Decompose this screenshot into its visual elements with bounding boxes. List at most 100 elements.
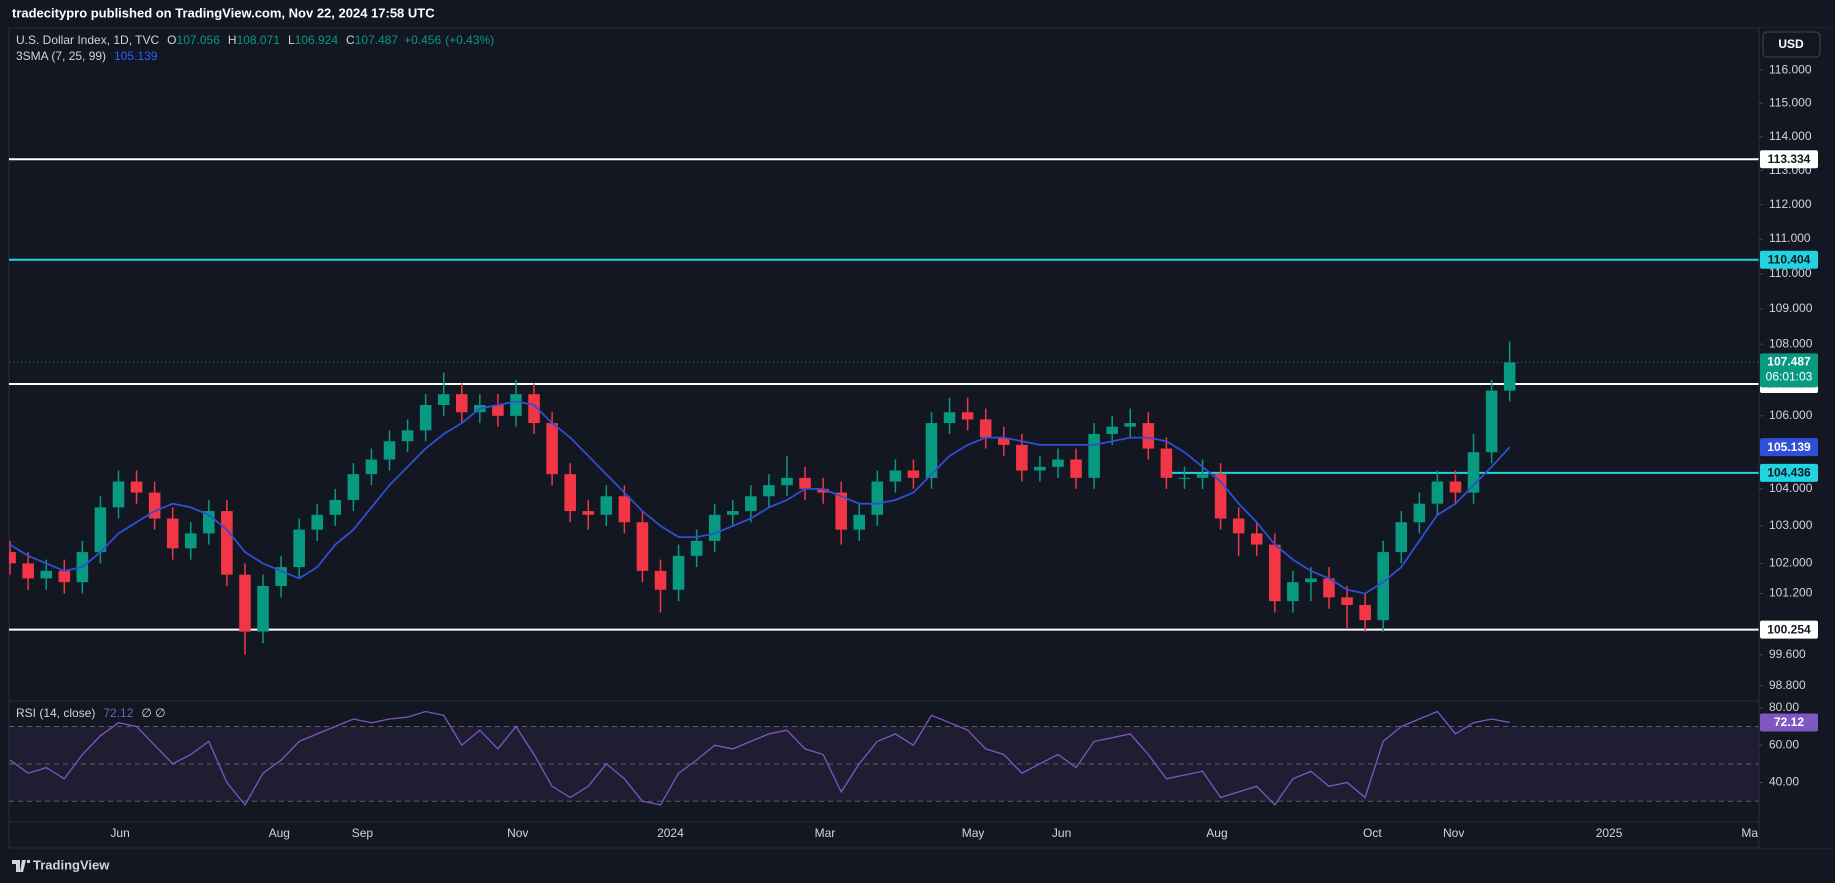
- y-tick-label: 104.000: [1769, 481, 1813, 495]
- candle-body: [564, 474, 576, 512]
- candle-body: [708, 514, 721, 541]
- candle-body: [130, 481, 143, 493]
- candle-body: [636, 522, 649, 571]
- candle-body: [419, 404, 432, 431]
- candle-body: [889, 470, 902, 482]
- rsi-y-tick-label: 40.00: [1769, 775, 1799, 789]
- candle-body: [455, 394, 468, 413]
- candle-body: [1052, 459, 1064, 467]
- candle-body: [1377, 552, 1389, 621]
- candle-body: [1449, 481, 1462, 493]
- y-tick-label: 114.000: [1769, 129, 1812, 143]
- currency-button[interactable]: USD: [1762, 31, 1821, 58]
- level-tag: 100.254: [1767, 622, 1811, 636]
- candle-body: [1070, 459, 1082, 478]
- candle-body: [1016, 444, 1028, 471]
- chart-frame: [8, 27, 1835, 849]
- candle-body: [166, 518, 179, 549]
- x-tick-label: Sep: [352, 826, 374, 840]
- y-tick-label: 112.000: [1769, 197, 1812, 211]
- candle-body: [979, 419, 992, 438]
- candle-body: [1106, 426, 1118, 434]
- price-legend: U.S. Dollar Index, 1D, TVC O107.056 H108.0…: [16, 33, 494, 47]
- candle-body: [618, 496, 631, 523]
- candle-body: [329, 499, 342, 515]
- candle-body: [510, 394, 522, 416]
- x-tick-label: May: [962, 826, 985, 840]
- y-tick-label: 108.000: [1769, 336, 1813, 350]
- x-tick-label: Nov: [1443, 826, 1464, 840]
- candle-body: [275, 567, 287, 586]
- last-price-tag-bg: [1760, 353, 1818, 388]
- currency-label[interactable]: USD: [1778, 37, 1804, 51]
- candle-body: [1269, 544, 1281, 602]
- candle-body: [853, 514, 866, 530]
- rsi-tag: 72.12: [1774, 715, 1804, 729]
- candle-body: [257, 585, 269, 632]
- candle-body: [907, 470, 920, 478]
- level-tag-bg: [1760, 463, 1818, 482]
- candle-body: [40, 570, 53, 579]
- candle-body: [1142, 423, 1155, 449]
- level-tag: 104.436: [1767, 466, 1811, 480]
- last-price-tag: 107.487: [1767, 355, 1811, 369]
- y-tick-label: 99.600: [1769, 647, 1806, 661]
- x-tick-label: Nov: [507, 826, 528, 840]
- sma-line: [9, 400, 1511, 595]
- y-tick-label: 115.000: [1769, 95, 1812, 109]
- candle-body: [1034, 466, 1046, 471]
- sma-value: 105.139: [114, 49, 158, 63]
- candle-body: [148, 492, 161, 519]
- change-percent: (+0.43%): [445, 33, 494, 47]
- candle-body: [1160, 448, 1173, 478]
- candle-body: [1359, 604, 1371, 621]
- candle-body: [943, 412, 956, 424]
- ohlc-label: O: [167, 33, 176, 47]
- candle-body: [1467, 452, 1480, 493]
- candle-body: [654, 570, 667, 590]
- y-tick-label: 106.000: [1769, 408, 1813, 422]
- candle-body: [763, 485, 775, 497]
- x-tick-label: Aug: [269, 826, 290, 840]
- level-tag-bg: [1760, 150, 1818, 169]
- y-tick-label: 116.000: [1769, 62, 1812, 76]
- change-value: +0.456: [404, 33, 441, 47]
- y-tick-label: 103.000: [1769, 518, 1813, 532]
- candle-body: [22, 563, 34, 579]
- level-tag-bg: [1760, 620, 1818, 639]
- rsi-pane: [9, 710, 1759, 807]
- candle-body: [9, 552, 16, 564]
- x-tick-label: Mar: [815, 826, 836, 840]
- price-axis: 116.000115.000114.000113.000112.000111.0…: [1759, 62, 1818, 789]
- candle-body: [1124, 423, 1137, 427]
- level-tag: 110.404: [1768, 252, 1811, 266]
- candle-body: [781, 477, 793, 486]
- candle-body: [239, 574, 251, 632]
- sma-tag-bg: [1760, 438, 1818, 457]
- level-tag: 113.334: [1768, 152, 1811, 166]
- x-tick-label: Jun: [1052, 826, 1071, 840]
- y-tick-label: 102.000: [1769, 556, 1813, 570]
- candle-body: [1323, 578, 1335, 598]
- currency-button-frame[interactable]: [1762, 31, 1821, 58]
- candle-body: [726, 511, 739, 515]
- x-tick-label: 2024: [657, 826, 684, 840]
- candle-body: [383, 441, 396, 460]
- y-tick-label: 109.000: [1769, 301, 1813, 315]
- candle-body: [835, 492, 847, 530]
- sma-legend: 3SMA (7, 25, 99) 105.139: [16, 49, 158, 63]
- footer: TradingView: [12, 857, 110, 872]
- candle-body: [961, 412, 974, 420]
- candle-body: [437, 394, 450, 405]
- candle-body: [347, 474, 360, 500]
- y-tick-label: 98.800: [1769, 678, 1806, 692]
- candle-body: [1413, 503, 1426, 523]
- y-tick-label: 101.200: [1769, 586, 1813, 600]
- candle-body: [1503, 362, 1516, 391]
- brand-name: TradingView: [33, 857, 110, 872]
- candle-body: [1287, 582, 1299, 602]
- candle-body: [58, 570, 71, 583]
- x-tick-label: 2025: [1596, 826, 1623, 840]
- sma-tag: 105.139: [1767, 440, 1811, 454]
